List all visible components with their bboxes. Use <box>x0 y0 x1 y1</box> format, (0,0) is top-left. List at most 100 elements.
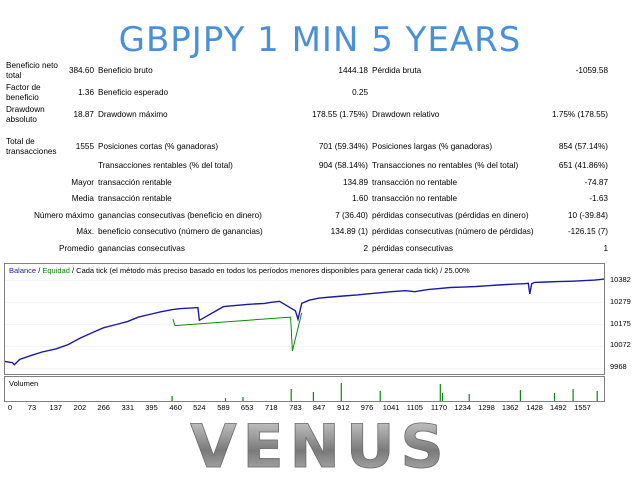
profit-factor-label: Factor de beneficio <box>6 83 41 102</box>
y-tick-label: 10175 <box>610 318 631 328</box>
volume-bar <box>340 383 342 401</box>
loss-trades-value: 651 (41.86%) <box>558 161 608 171</box>
average-profit-value: 1.60 <box>352 194 368 204</box>
average-profit-label: transacción rentable <box>98 194 172 204</box>
net-profit-value: 384.60 <box>68 66 94 75</box>
gross-profit-label: Beneficio bruto <box>98 66 153 75</box>
drawdown-abs-label: Drawdown absoluto <box>6 105 45 124</box>
maximal-consec-loss-value: -126.15 (7) <box>567 227 608 237</box>
gross-loss-value: -1059.58 <box>575 66 608 75</box>
x-tick-label: 1557 <box>574 403 591 412</box>
x-tick-label: 1105 <box>406 403 423 412</box>
average-label: Media <box>71 194 94 204</box>
volume-bar <box>441 393 444 401</box>
drawdown-abs-value: 18.87 <box>73 110 95 119</box>
volume-bar <box>171 396 173 401</box>
expected-payoff-label: Beneficio esperado <box>98 88 169 97</box>
largest-label: Mayor <box>71 177 94 187</box>
legend-balance: Balance <box>9 266 37 275</box>
volume-bar <box>572 389 574 401</box>
strategy-report: Beneficio neto total 384.60 Beneficio br… <box>4 60 610 257</box>
long-positions-value: 854 (57.14%) <box>558 142 608 151</box>
max-label: Número máximo <box>33 210 94 220</box>
largest-profit-label: transacción rentable <box>98 177 172 187</box>
balance-chart-area: Balance / Equidad / Cada tick (el método… <box>4 263 631 413</box>
x-tick-label: 524 <box>193 403 206 412</box>
equity-line <box>172 312 303 352</box>
total-trades-value: 1555 <box>75 142 94 151</box>
volume-bar <box>553 393 556 401</box>
volume-bar <box>290 389 292 401</box>
brand-logo: VENUS <box>0 412 640 482</box>
long-positions-label: Posiciones largas (% ganadoras) <box>372 142 493 151</box>
gross-loss-label: Pérdida bruta <box>372 66 422 75</box>
balance-chart: Balance / Equidad / Cada tick (el método… <box>4 263 605 375</box>
x-tick-label: 976 <box>360 403 374 412</box>
drawdown-rel-label: Drawdown relativo <box>372 110 440 119</box>
profit-factor-value: 1.36 <box>78 88 94 97</box>
volume-bar <box>242 397 244 401</box>
y-tick-label: 10382 <box>610 274 631 284</box>
volume-bar <box>468 394 470 401</box>
max-consec-losses-label: pérdidas consecutivas (pérdidas en diner… <box>372 210 529 220</box>
y-tick-label: 10279 <box>610 296 631 306</box>
profit-trades-label: Transacciones rentables (% del total) <box>98 161 233 171</box>
volume-bar <box>224 398 227 401</box>
max-consec-losses-value: 10 (-39.84) <box>567 210 608 220</box>
volume-bar <box>596 391 598 401</box>
max-consec-wins-label: ganancias consecutivas (beneficio en din… <box>98 210 262 220</box>
largest-profit-value: 134.89 <box>342 177 368 187</box>
avg-consec-wins-value: 2 <box>363 243 368 253</box>
y-tick-label: 10072 <box>610 340 631 350</box>
x-axis: 0 73 137 202 266 331 395 460 524 589 653 718 783 847 9… <box>4 403 640 415</box>
largest-loss-value: -74.87 <box>584 177 608 187</box>
short-positions-label: Posiciones cortas (% ganadoras) <box>98 142 219 151</box>
x-tick-label: 783 <box>289 403 302 412</box>
average-loss-label: transacción no rentable <box>372 194 458 204</box>
volume-bar <box>312 392 314 401</box>
volume-label: Volumen <box>9 379 39 388</box>
maximal-consec-profit-value: 134.89 (1) <box>330 227 368 237</box>
legend-separator: / <box>36 266 43 275</box>
x-tick-label: 395 <box>145 403 158 412</box>
x-tick-label: 202 <box>73 403 87 412</box>
x-tick-label: 266 <box>97 403 110 412</box>
balance-line <box>5 278 604 366</box>
avg-consec-wins-label: ganancias consecutivas <box>98 243 185 253</box>
x-tick-label: 73 <box>27 403 37 412</box>
avg-consec-losses-value: 1 <box>603 243 608 253</box>
drawdown-max-value: 178.55 (1.75%) <box>312 110 368 119</box>
avg-label: Promedio <box>58 243 94 253</box>
volume-bar <box>519 390 521 401</box>
maximal-label: Máx. <box>76 227 94 237</box>
x-tick-label: 1170 <box>430 403 448 412</box>
x-tick-label: 1492 <box>550 403 567 412</box>
maximal-consec-profit-label: beneficio consecutivo (número de gananci… <box>98 227 263 237</box>
gross-profit-value: 1444.18 <box>338 66 368 75</box>
x-tick-label: 589 <box>217 403 230 412</box>
volume-chart-svg <box>171 383 598 401</box>
x-tick-label: 137 <box>49 403 63 412</box>
x-tick-label: 1298 <box>478 403 495 412</box>
x-tick-label: 1428 <box>526 403 543 412</box>
expected-payoff-value: 0.25 <box>352 88 368 97</box>
drawdown-rel-value: 1.75% (178.55) <box>552 110 608 119</box>
x-tick-label: 653 <box>240 403 254 412</box>
legend-equity: Equidad <box>42 266 70 275</box>
net-profit-label: Beneficio neto total <box>6 61 58 80</box>
largest-loss-label: transacción no rentable <box>372 177 458 187</box>
total-trades-label: Total de transacciones <box>6 137 57 156</box>
y-tick-label: 9968 <box>610 362 627 372</box>
avg-consec-losses-label: pérdidas consecutivas <box>372 243 454 253</box>
legend-description: / Cada tick (el método más preciso basad… <box>69 266 470 275</box>
report-title: GBPJPY 1 MIN 5 YEARS <box>118 20 522 60</box>
chart-legend: Balance / Equidad / Cada tick (el método… <box>9 266 470 275</box>
loss-trades-label: Transacciones no rentables (% del total) <box>372 161 519 171</box>
volume-bar <box>439 384 441 401</box>
volume-bar <box>379 391 381 401</box>
x-tick-label: 460 <box>169 403 182 412</box>
volume-chart: Volumen <box>4 376 605 402</box>
x-tick-label: 847 <box>312 403 326 412</box>
average-loss-value: -1.63 <box>589 194 608 204</box>
profit-trades-value: 904 (58.14%) <box>318 161 368 171</box>
